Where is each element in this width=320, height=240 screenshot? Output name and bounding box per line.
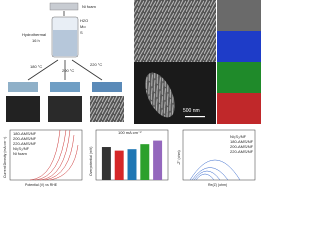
bar [101, 147, 111, 180]
sem-thumb [6, 96, 40, 122]
scale-label: 500 nm [183, 108, 200, 114]
label: Mo [80, 24, 86, 29]
label: 16 h [32, 38, 40, 43]
label: S [80, 30, 83, 35]
map [217, 62, 261, 93]
scale-bar [185, 116, 205, 118]
bar [127, 149, 137, 180]
label: H2O [80, 18, 88, 23]
sem-panel: 500 nm [134, 0, 261, 124]
label: 220 °C [90, 62, 102, 67]
bar [114, 150, 124, 180]
label: Ni foam [82, 4, 96, 9]
sem-thumb [48, 96, 82, 122]
x-label: Re(Z) (ohm) [208, 183, 227, 187]
bar-plot: 100 mA cm⁻² Overpotential (mV) [89, 129, 169, 181]
figure: Ni foam H2O Mo S Hydrothermal 16 h 180 °… [3, 0, 261, 187]
eis-plot: Ni₃S₂/NF 180-AMS/NF 200-AMS/NF 220-AMS/N… [177, 129, 256, 187]
sample [8, 82, 38, 92]
map [217, 93, 261, 124]
sample [50, 82, 80, 92]
legend: 220-AMS/NF [230, 149, 254, 154]
curves [189, 159, 241, 181]
bar-title: 100 mA cm⁻² [118, 130, 142, 135]
solution [53, 30, 77, 56]
label: Hydrothermal [22, 32, 46, 37]
arrows [27, 59, 103, 81]
legend: 180-AMS/NF [13, 131, 37, 136]
map [217, 31, 261, 62]
sample [92, 82, 122, 92]
ni-foam-block [49, 2, 79, 11]
legend: 180-AMS/NF [230, 139, 254, 144]
legend: Ni foam [13, 151, 27, 156]
label: 200 °C [62, 68, 74, 73]
legend: Ni₃S₂/NF [13, 146, 30, 151]
map [217, 0, 261, 31]
label: 180 °C [30, 64, 42, 69]
y-label: -Z″ (ohm) [177, 150, 181, 165]
y-label: Current Density (mA cm⁻²) [3, 137, 7, 178]
legend: 200-AMS/NF [13, 136, 37, 141]
legend: Ni₃S₂/NF [230, 134, 247, 139]
schematic: Ni foam H2O Mo S Hydrothermal 16 h 180 °… [6, 2, 124, 122]
lsv-plot: 180-AMS/NF 200-AMS/NF 220-AMS/NF Ni₃S₂/N… [3, 129, 83, 187]
curves [29, 129, 79, 181]
bar [140, 144, 150, 180]
x-label: Potential (V) vs RHE [25, 183, 58, 187]
sem-image [134, 62, 216, 124]
legend: 220-AMS/NF [13, 141, 37, 146]
axes [182, 129, 256, 181]
y-label: Overpotential (mV) [89, 147, 93, 176]
sem-rod [145, 72, 175, 118]
legend: 200-AMS/NF [230, 144, 254, 149]
sem-image [134, 0, 216, 62]
bar [153, 140, 163, 180]
sem-thumb [90, 96, 124, 122]
